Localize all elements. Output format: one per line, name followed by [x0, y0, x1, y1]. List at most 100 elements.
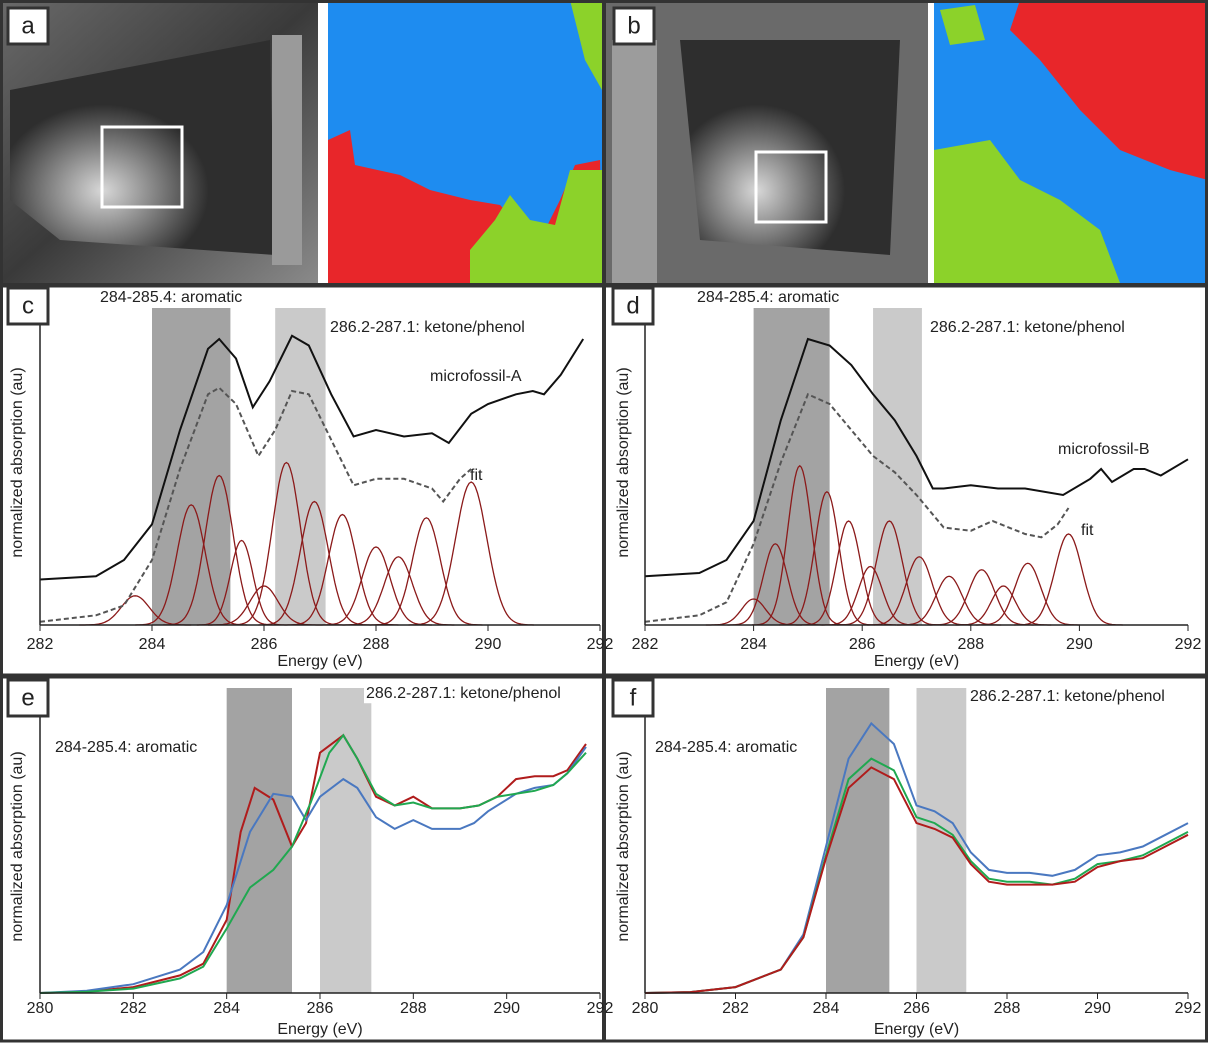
x-tick-label: 292 — [1175, 636, 1202, 653]
x-tick-label: 292 — [1175, 1000, 1202, 1017]
x-tick-label: 288 — [957, 636, 984, 653]
map-region — [934, 140, 1120, 283]
band — [916, 688, 967, 993]
x-tick-label: 284 — [139, 636, 166, 653]
band-label: 286.2-287.1: ketone/phenol — [366, 685, 561, 702]
series-line — [644, 392, 1070, 623]
sem-lamella — [10, 40, 275, 255]
band-label-bg — [653, 738, 800, 758]
x-tick-label: 282 — [27, 636, 54, 653]
series-line — [644, 337, 1189, 578]
panel-label-box — [6, 678, 50, 718]
component-peak — [258, 500, 371, 626]
panel-label: d — [626, 292, 639, 319]
component-peak — [897, 575, 1002, 626]
series-line — [644, 721, 1189, 994]
x-tick-label: 286 — [307, 1000, 334, 1017]
component-peak — [320, 546, 432, 626]
component-peak — [286, 513, 399, 626]
band-label: 284-285.4: aromatic — [55, 739, 197, 756]
x-tick-label: 282 — [722, 1000, 749, 1017]
component-peak — [800, 520, 897, 626]
x-tick-label: 292 — [587, 636, 614, 653]
series-label: microfossil-A — [430, 368, 522, 385]
x-axis-title: Energy (eV) — [277, 1021, 362, 1038]
y-axis-title: normalized absorption (au) — [9, 751, 26, 941]
component-peak — [1014, 533, 1123, 626]
component-peak — [135, 504, 248, 626]
y-axis-title: normalized absorption (au) — [615, 751, 632, 941]
component-peak — [727, 543, 824, 626]
band-label-bg — [968, 687, 1167, 707]
band — [826, 688, 890, 993]
sem-wall — [272, 35, 302, 265]
band-label: 284-285.4: aromatic — [697, 289, 839, 306]
x-tick-label: 284 — [213, 1000, 240, 1017]
band — [226, 688, 292, 993]
chart: 280 282 284 286 288 290 292 Energy (eV) normaliz… — [611, 678, 1202, 1038]
map-region — [1010, 0, 1208, 180]
y-axis-title: normalized absorption (au) — [9, 367, 26, 557]
component-peak — [230, 461, 343, 626]
band-label: 286.2-287.1: ketone/phenol — [970, 688, 1165, 705]
x-tick-label: 280 — [632, 1000, 659, 1017]
x-tick-label: 292 — [587, 1000, 614, 1017]
panel-frame — [603, 675, 1208, 1043]
component-peak — [955, 585, 1052, 626]
panel-label-box — [6, 286, 50, 326]
panel-a: a — [0, 0, 602, 283]
component-peak — [163, 474, 276, 626]
chart: microfossil-A fit 282 284 286 288 290 292 Energy… — [6, 286, 614, 670]
x-tick-label: 288 — [363, 636, 390, 653]
chart: microfossil-B fit 282 284 286 288 290 292 Energy… — [611, 286, 1202, 670]
band — [873, 308, 922, 625]
series-line — [39, 334, 585, 581]
panel-label: c — [22, 292, 34, 319]
panel-label-box — [6, 6, 50, 46]
roi-box — [754, 150, 828, 224]
band-label-bg — [53, 738, 200, 758]
component-peak — [370, 517, 483, 626]
component-peak — [408, 481, 534, 626]
x-tick-label: 290 — [493, 1000, 520, 1017]
series-label: fit — [1081, 522, 1094, 539]
x-axis-title: Energy (eV) — [874, 653, 959, 670]
x-tick-label: 280 — [27, 1000, 54, 1017]
component-peak — [779, 491, 875, 626]
band-label: 286.2-287.1: ketone/phenol — [930, 319, 1125, 336]
x-tick-label: 284 — [813, 1000, 840, 1017]
x-tick-label: 286 — [251, 636, 278, 653]
series-line — [39, 733, 587, 994]
component-peak — [196, 539, 287, 626]
panel-label: e — [21, 684, 34, 711]
x-tick-label: 284 — [740, 636, 767, 653]
panel-label-box — [611, 678, 655, 718]
x-tick-label: 282 — [632, 636, 659, 653]
y-axis-title: normalized absorption (au) — [615, 367, 632, 557]
map-region — [940, 5, 985, 45]
series-line — [644, 766, 1189, 994]
band-label-bg — [364, 684, 563, 704]
panel-frame — [603, 284, 1208, 677]
component-peak — [929, 569, 1034, 626]
roi-box — [100, 125, 184, 209]
x-tick-label: 290 — [1066, 636, 1093, 653]
series-line — [39, 386, 472, 623]
x-tick-label: 282 — [120, 1000, 147, 1017]
x-tick-label: 286 — [849, 636, 876, 653]
component-peak — [752, 464, 848, 626]
component-peak — [867, 556, 972, 626]
component-peak — [342, 556, 455, 626]
x-tick-label: 288 — [994, 1000, 1021, 1017]
component-peak — [975, 562, 1080, 626]
x-tick-label: 290 — [1084, 1000, 1111, 1017]
map-region — [470, 170, 602, 283]
band-label: 284-285.4: aromatic — [100, 289, 242, 306]
band — [320, 688, 372, 993]
x-axis-title: Energy (eV) — [874, 1021, 959, 1038]
sem-lamella — [680, 40, 900, 255]
sem-wall — [612, 40, 657, 283]
panel-label: a — [21, 12, 35, 39]
